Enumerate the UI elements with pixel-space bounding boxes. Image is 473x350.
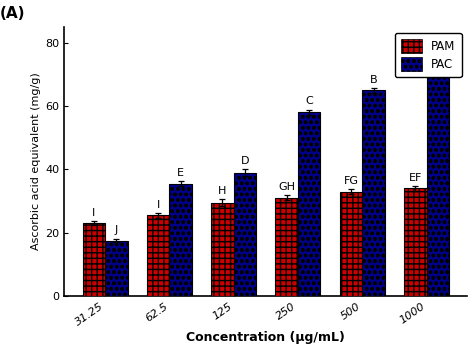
Text: GH: GH <box>278 182 295 192</box>
Y-axis label: Ascorbic acid equivalent (mg/g): Ascorbic acid equivalent (mg/g) <box>31 72 41 250</box>
Text: FG: FG <box>343 176 359 186</box>
Text: C: C <box>306 97 313 106</box>
Text: H: H <box>218 186 227 196</box>
Bar <box>362 90 385 296</box>
Text: D: D <box>241 156 249 166</box>
Text: (A): (A) <box>0 6 25 21</box>
Text: E: E <box>177 168 184 178</box>
Legend: PAM, PAC: PAM, PAC <box>394 33 462 77</box>
Text: EF: EF <box>409 173 422 183</box>
X-axis label: Concentration (μg/mL): Concentration (μg/mL) <box>186 331 345 344</box>
Bar <box>82 223 105 296</box>
Bar <box>404 188 427 296</box>
Bar <box>105 240 128 296</box>
Text: A: A <box>434 49 442 60</box>
Bar <box>298 112 321 296</box>
Text: B: B <box>370 75 377 85</box>
Bar <box>211 203 234 296</box>
Bar <box>275 198 298 296</box>
Bar <box>427 65 449 296</box>
Text: J: J <box>114 225 118 236</box>
Bar <box>169 184 192 296</box>
Text: I: I <box>157 199 160 210</box>
Text: I: I <box>92 208 96 218</box>
Bar <box>340 191 362 296</box>
Bar <box>147 215 169 296</box>
Bar <box>234 173 256 296</box>
